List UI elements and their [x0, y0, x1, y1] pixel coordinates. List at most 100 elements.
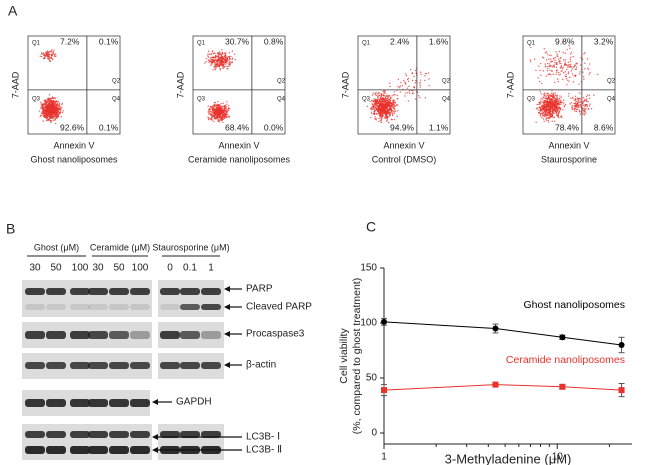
event-dot [41, 106, 42, 107]
event-dot [408, 78, 409, 79]
event-dot [219, 54, 220, 55]
event-dot [381, 120, 382, 121]
event-dot [545, 110, 546, 111]
event-dot [550, 74, 551, 75]
y-tick-label: 100 [360, 318, 377, 329]
series-label: Ghost nanoliposomes [523, 299, 625, 311]
event-dot [544, 110, 545, 111]
event-dot [391, 119, 392, 120]
event-dot [62, 103, 63, 104]
event-dot [559, 62, 560, 63]
blot-band [25, 399, 45, 407]
event-dot [53, 101, 54, 102]
quadrant-name: Q3 [362, 96, 371, 102]
event-dot [207, 116, 208, 117]
event-dot [428, 72, 429, 73]
event-dot [560, 57, 561, 58]
event-dot [40, 103, 41, 104]
event-dot [549, 116, 550, 117]
event-dot [219, 60, 220, 61]
event-dot [559, 98, 560, 99]
event-dot [543, 93, 544, 94]
event-dot [563, 99, 564, 100]
event-dot [226, 66, 227, 67]
event-dot [382, 106, 383, 107]
event-dot [222, 56, 223, 57]
event-dot [570, 98, 571, 99]
event-dot [224, 118, 225, 119]
event-dot [560, 67, 561, 68]
event-dot [384, 101, 385, 102]
event-dot [557, 106, 558, 107]
event-dot [221, 52, 222, 53]
event-dot [379, 113, 380, 114]
event-dot [540, 113, 541, 114]
event-dot [386, 118, 387, 119]
event-dot [204, 62, 205, 63]
event-dot [549, 70, 550, 71]
event-dot [542, 114, 543, 115]
event-dot [551, 101, 552, 102]
event-dot [48, 108, 49, 109]
event-dot [549, 103, 550, 104]
blot-band [25, 446, 45, 454]
event-dot [587, 58, 588, 59]
event-dot [412, 73, 413, 74]
event-dot [222, 119, 223, 120]
event-dot [220, 53, 221, 54]
event-dot [552, 66, 553, 67]
event-dot [573, 75, 574, 76]
event-dot [547, 94, 548, 95]
event-dot [206, 58, 207, 59]
event-dot [56, 117, 57, 118]
blot-band [180, 362, 200, 369]
event-dot [52, 54, 53, 55]
event-dot [62, 110, 63, 111]
event-dot [563, 105, 564, 106]
blot-band [46, 304, 66, 310]
event-dot [225, 105, 226, 106]
quadrant-name: Q3 [32, 96, 41, 102]
event-dot [420, 74, 421, 75]
event-dot [553, 74, 554, 75]
event-dot [45, 115, 46, 116]
point [559, 334, 565, 340]
quadrant-percent: 1.6% [429, 36, 449, 46]
plot-frame [28, 36, 120, 134]
blot-band [130, 331, 150, 339]
event-dot [47, 119, 48, 120]
event-dot [534, 58, 535, 59]
event-dot [389, 82, 390, 83]
event-dot [221, 115, 222, 116]
event-dot [560, 63, 561, 64]
event-dot [46, 117, 47, 118]
event-dot [208, 111, 209, 112]
event-dot [420, 80, 421, 81]
event-dot [568, 80, 569, 81]
y-tick-label: 0 [371, 428, 377, 439]
event-dot [232, 50, 233, 51]
event-dot [560, 103, 561, 104]
event-dot [538, 112, 539, 113]
event-dot [547, 107, 548, 108]
event-dot [565, 74, 566, 75]
event-dot [212, 112, 213, 113]
event-dot [229, 59, 230, 60]
event-dot [228, 105, 229, 106]
event-dot [589, 72, 590, 73]
event-dot [378, 102, 379, 103]
event-dot [224, 55, 225, 56]
event-dot [212, 62, 213, 63]
blot-band [88, 304, 108, 310]
event-dot [208, 113, 209, 114]
event-dot [556, 67, 557, 68]
band-label: Procaspase3 [246, 329, 305, 340]
blot-band [201, 362, 221, 369]
event-dot [399, 87, 400, 88]
event-dot [44, 112, 45, 113]
arrow-head [224, 362, 230, 368]
event-dot [382, 104, 383, 105]
event-dot [207, 54, 208, 55]
event-dot [558, 114, 559, 115]
event-dot [565, 61, 566, 62]
